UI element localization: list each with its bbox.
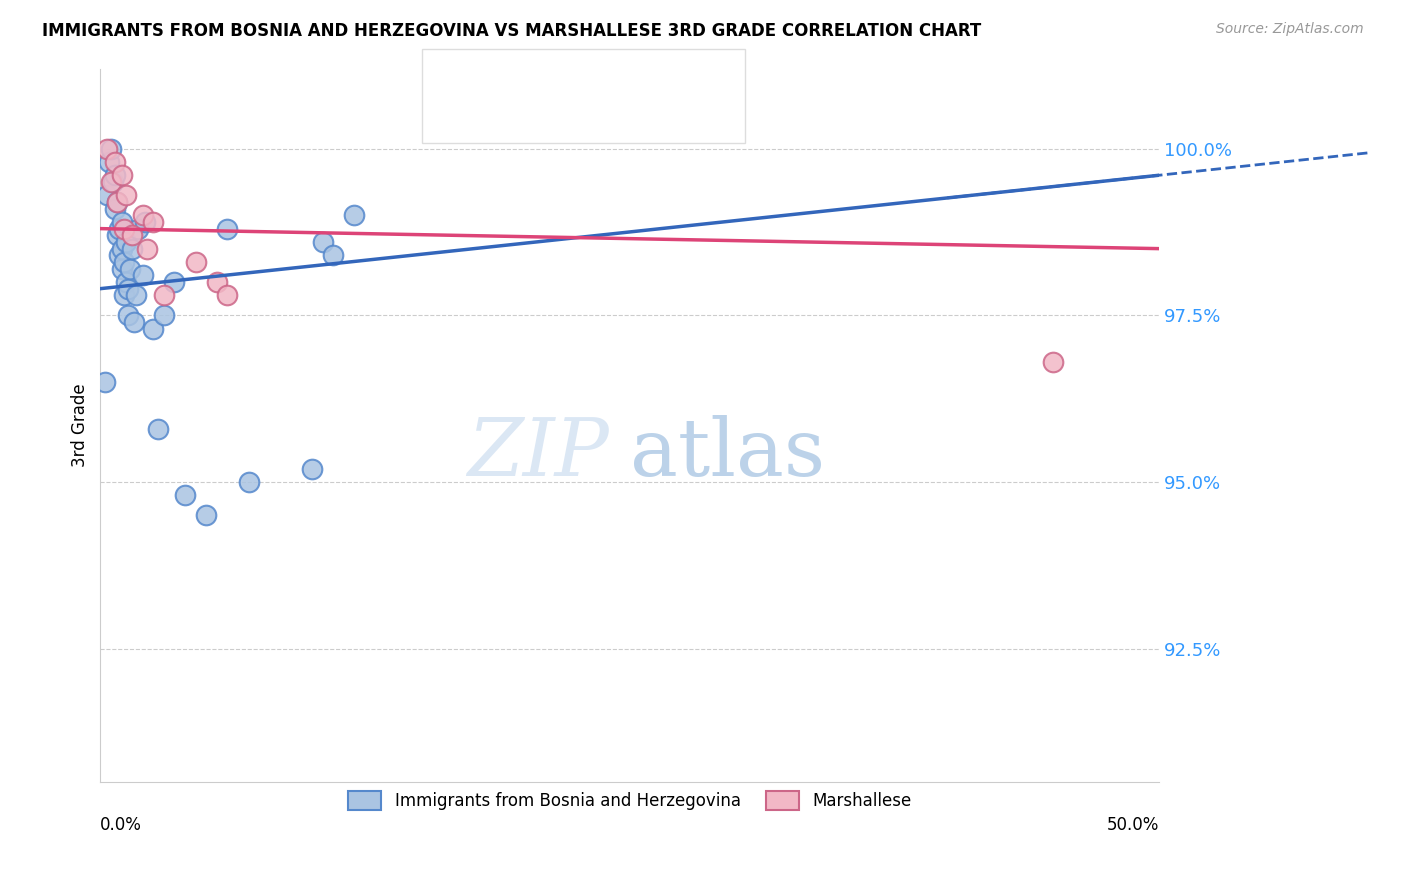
Point bbox=[108, 248, 131, 262]
Point bbox=[217, 288, 239, 302]
Point bbox=[112, 221, 135, 235]
Text: atlas: atlas bbox=[630, 415, 825, 493]
Point bbox=[93, 375, 115, 389]
Point bbox=[142, 215, 165, 229]
Point bbox=[114, 275, 136, 289]
Point bbox=[104, 168, 127, 182]
Point bbox=[343, 208, 366, 222]
Point bbox=[205, 275, 228, 289]
Point bbox=[121, 242, 143, 256]
Point bbox=[127, 221, 149, 235]
Point bbox=[105, 194, 128, 209]
Text: 16: 16 bbox=[623, 108, 648, 126]
Point bbox=[104, 202, 127, 216]
Point bbox=[146, 422, 169, 436]
Point bbox=[174, 488, 197, 502]
Point bbox=[322, 248, 344, 262]
Point bbox=[101, 175, 124, 189]
Point bbox=[1042, 355, 1064, 369]
Point bbox=[104, 155, 127, 169]
Point bbox=[134, 215, 156, 229]
Point bbox=[110, 261, 132, 276]
Legend: Immigrants from Bosnia and Herzegovina, Marshallese: Immigrants from Bosnia and Herzegovina, … bbox=[342, 784, 918, 817]
Y-axis label: 3rd Grade: 3rd Grade bbox=[72, 384, 89, 467]
Point bbox=[311, 235, 333, 249]
Point bbox=[112, 255, 135, 269]
Point bbox=[105, 228, 128, 243]
Point bbox=[195, 508, 218, 523]
Text: 0.0%: 0.0% bbox=[100, 815, 142, 834]
Text: N =: N = bbox=[576, 108, 610, 126]
Point bbox=[142, 321, 165, 335]
Point bbox=[238, 475, 260, 489]
Text: R =: R = bbox=[471, 69, 505, 87]
Point bbox=[125, 288, 148, 302]
Point bbox=[117, 309, 139, 323]
Text: ZIP: ZIP bbox=[467, 415, 609, 492]
Point bbox=[121, 228, 143, 243]
Point bbox=[184, 255, 207, 269]
Point bbox=[122, 315, 145, 329]
Text: Source: ZipAtlas.com: Source: ZipAtlas.com bbox=[1216, 22, 1364, 37]
Point bbox=[100, 142, 122, 156]
Point bbox=[217, 221, 239, 235]
Point bbox=[117, 282, 139, 296]
Point bbox=[114, 235, 136, 249]
Point bbox=[301, 462, 323, 476]
Point bbox=[114, 188, 136, 202]
Point bbox=[96, 142, 118, 156]
Point bbox=[118, 261, 141, 276]
Point bbox=[163, 275, 186, 289]
Text: 0.230: 0.230 bbox=[517, 69, 574, 87]
Point bbox=[153, 288, 176, 302]
Point bbox=[110, 168, 132, 182]
Point bbox=[110, 215, 132, 229]
Text: R =: R = bbox=[471, 108, 505, 126]
Point bbox=[136, 242, 159, 256]
Point bbox=[105, 194, 128, 209]
Point bbox=[153, 309, 176, 323]
Point bbox=[108, 221, 131, 235]
Text: -0.048: -0.048 bbox=[517, 108, 582, 126]
Text: N =: N = bbox=[576, 69, 610, 87]
Point bbox=[110, 242, 132, 256]
Point bbox=[131, 208, 153, 222]
Point bbox=[131, 268, 153, 283]
Text: 50.0%: 50.0% bbox=[1107, 815, 1159, 834]
Text: 39: 39 bbox=[623, 69, 648, 87]
Point bbox=[96, 188, 118, 202]
Point bbox=[112, 288, 135, 302]
Point bbox=[97, 155, 120, 169]
Point bbox=[100, 175, 122, 189]
Text: IMMIGRANTS FROM BOSNIA AND HERZEGOVINA VS MARSHALLESE 3RD GRADE CORRELATION CHAR: IMMIGRANTS FROM BOSNIA AND HERZEGOVINA V… bbox=[42, 22, 981, 40]
